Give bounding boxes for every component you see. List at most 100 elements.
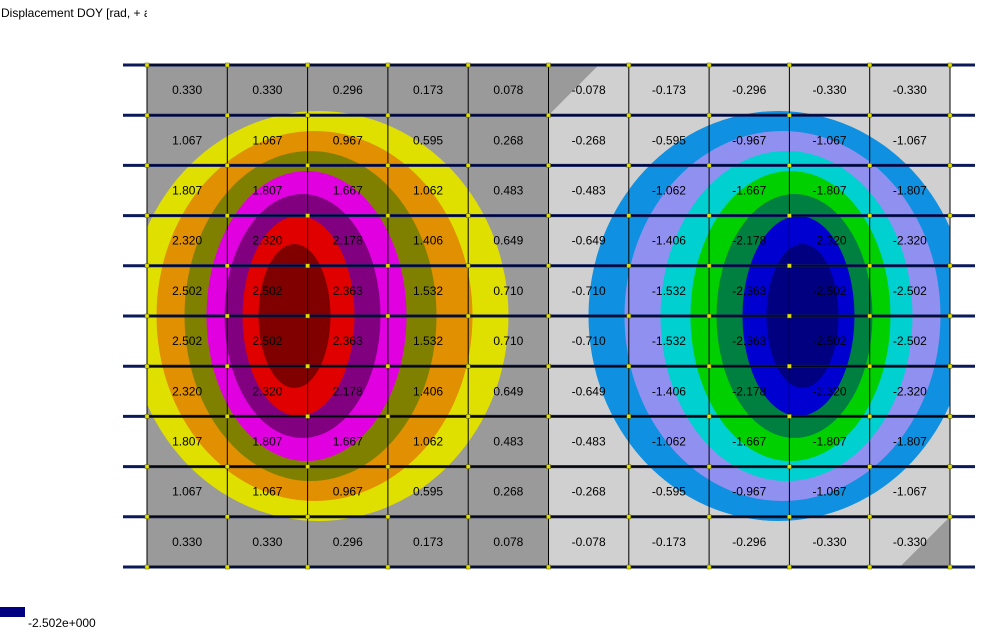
node-marker [144,514,150,520]
cell-value: -1.062 [652,435,686,449]
node-marker [144,464,150,469]
node-marker [706,514,712,520]
cell-value: -0.173 [652,535,686,549]
node-marker [225,112,230,118]
cell-value: -1.067 [893,485,927,499]
top-mask [147,0,950,65]
node-marker [385,263,391,269]
node-marker [867,363,872,369]
node-marker [546,112,551,118]
cell-value: 0.268 [493,133,523,147]
node-marker [947,213,953,218]
node-marker [305,112,310,118]
cell-value: -0.483 [572,184,606,198]
node-marker [225,163,230,168]
node-marker [305,564,310,570]
cell-value: -2.363 [732,284,766,298]
node-marker [787,163,792,168]
cell-value: -0.649 [572,234,606,248]
node-marker [626,514,632,520]
cell-value: 0.710 [493,334,523,348]
node-marker [305,414,310,419]
cell-value: -0.296 [732,535,766,549]
node-marker [787,464,792,469]
cell-value: 2.363 [333,284,363,298]
node-marker [706,163,712,168]
cell-value: -0.710 [572,334,606,348]
node-marker [385,112,391,118]
cell-value: -1.062 [652,184,686,198]
cell-value: -0.330 [813,83,847,97]
cell-value: 2.178 [333,384,363,398]
node-marker [305,313,310,319]
node-marker [626,263,632,269]
cell-value: -1.807 [893,184,927,198]
cell-value: -0.483 [572,435,606,449]
cell-value: -1.406 [652,384,686,398]
cell-value: 0.649 [493,384,523,398]
node-marker [947,564,953,570]
cell-value: -2.502 [893,284,927,298]
node-marker [305,263,310,269]
node-marker [867,263,872,269]
node-marker [867,163,872,168]
node-marker [706,263,712,269]
node-marker [706,414,712,419]
cell-value: 2.320 [172,384,202,398]
cell-value: -1.667 [732,435,766,449]
node-marker [225,263,230,269]
cell-value: -1.067 [813,133,847,147]
cell-value: 0.483 [493,184,523,198]
cell-value: -2.320 [893,384,927,398]
node-marker [947,414,953,419]
node-marker [787,313,792,319]
cell-value: 2.502 [252,284,282,298]
node-marker [144,313,150,319]
corner-wedge [548,65,599,116]
node-marker [305,464,310,469]
cell-value: -1.807 [893,435,927,449]
node-marker [947,313,953,319]
node-marker [546,514,551,520]
node-marker [546,263,551,269]
node-marker [706,363,712,369]
node-marker [225,414,230,419]
node-marker [787,414,792,419]
node-marker [385,313,391,319]
node-marker [626,62,632,68]
node-marker [144,564,150,570]
node-marker [465,263,471,269]
node-marker [305,363,310,369]
node-marker [305,213,310,218]
node-marker [546,464,551,469]
node-marker [144,112,150,118]
cell-value: 2.320 [172,234,202,248]
cell-value: -0.296 [732,83,766,97]
cell-value: 1.062 [413,435,443,449]
cell-value: 0.173 [413,535,443,549]
node-marker [626,112,632,118]
node-marker [225,464,230,469]
node-marker [385,464,391,469]
node-marker [225,514,230,520]
node-marker [706,464,712,469]
node-marker [867,62,872,68]
cell-value: -0.595 [652,133,686,147]
cell-value: 0.296 [333,83,363,97]
cell-value: 1.667 [333,184,363,198]
cell-value: 0.330 [252,535,282,549]
node-marker [867,464,872,469]
node-marker [626,363,632,369]
node-marker [706,564,712,570]
cell-value: 1.807 [252,435,282,449]
node-marker [385,363,391,369]
node-marker [706,62,712,68]
node-marker [465,313,471,319]
cell-value: -2.320 [813,234,847,248]
cell-value: -0.268 [572,133,606,147]
node-marker [225,313,230,319]
cell-value: 0.268 [493,485,523,499]
node-marker [465,464,471,469]
cell-value: -1.807 [813,435,847,449]
node-marker [626,313,632,319]
